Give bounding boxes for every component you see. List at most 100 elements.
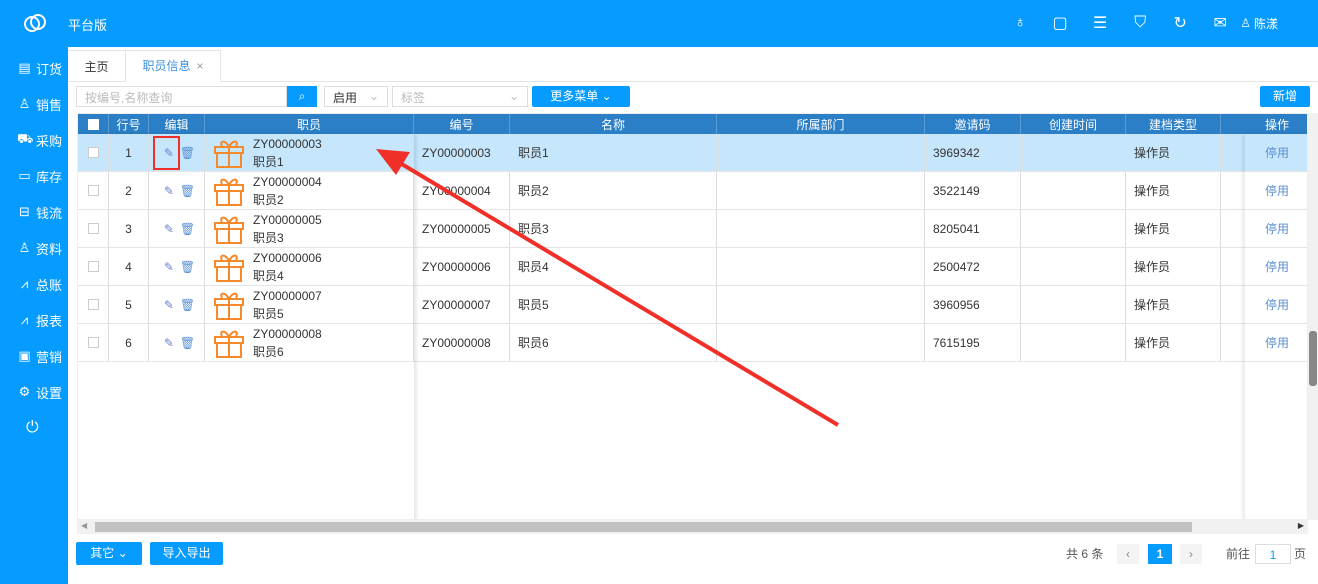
goto-page-input[interactable]: 1 [1255, 544, 1291, 564]
row-checkbox[interactable] [87, 223, 99, 234]
table-cell [1021, 210, 1126, 247]
search-button[interactable]: ⌕ [287, 86, 317, 107]
disable-link[interactable]: 停用 [1264, 184, 1289, 198]
power-button[interactable]: ⏻ [26, 419, 39, 436]
close-icon[interactable]: × [196, 59, 204, 73]
table-cell: 1 [109, 134, 149, 171]
row-number: 4 [125, 259, 132, 274]
table-cell: 5 [109, 286, 149, 323]
table-cell [1021, 134, 1126, 171]
sidebar-item-7[interactable]: ⩘ 报表 [0, 302, 68, 338]
menu-icon[interactable]: ☰ [1093, 15, 1108, 32]
disable-link[interactable]: 停用 [1264, 222, 1289, 236]
prev-page-button[interactable]: ‹ [1117, 544, 1139, 564]
row-checkbox[interactable] [87, 147, 99, 158]
sidebar-item-6[interactable]: ⩘ 总账 [0, 266, 68, 302]
bulb-icon[interactable]: ♁ [1014, 14, 1027, 31]
chevron-down-icon: ⌄ [601, 89, 612, 103]
trash-icon[interactable]: 🗑 [179, 297, 196, 312]
monitor-icon: ▣ [18, 348, 31, 363]
table-cell: 操作员 [1126, 172, 1221, 209]
disable-link[interactable]: 停用 [1264, 260, 1289, 274]
table-cell: 3 [109, 210, 149, 247]
invite-code-cell: 8205041 [933, 221, 980, 236]
refresh-icon[interactable]: ↻ [1173, 15, 1187, 32]
staff-code: ZY00000003 [253, 136, 322, 151]
code-cell: ZY00000003 [422, 145, 491, 160]
gift-avatar-icon [214, 178, 244, 206]
row-checkbox[interactable] [87, 299, 99, 310]
sidebar-item-9[interactable]: ⚙ 设置 [0, 374, 68, 410]
table-cell: 停用 [1246, 248, 1307, 285]
user-name: 陈漾 [1253, 16, 1278, 31]
trash-icon[interactable]: 🗑 [179, 335, 196, 350]
name-cell: 职员3 [518, 222, 549, 236]
staff-name: 职员1 [253, 154, 284, 169]
table-cell [1021, 172, 1126, 209]
code-cell: ZY00000008 [422, 335, 491, 350]
sidebar-item-label: 库存 [36, 169, 63, 185]
vertical-scrollbar[interactable] [1308, 113, 1318, 520]
table-cell: 操作员 [1126, 134, 1221, 171]
import-export-button[interactable]: 导入导出 [150, 542, 223, 565]
table-cell: ZY00000004 职员2 [205, 172, 414, 209]
more-menu-button[interactable]: 更多菜单 ⌄ [532, 86, 630, 107]
table-cell: 3522149 [925, 172, 1021, 209]
row-checkbox[interactable] [87, 185, 99, 196]
trash-icon[interactable]: 🗑 [179, 259, 196, 274]
mail-icon[interactable]: ✉ [1213, 15, 1227, 32]
gift-avatar-icon [214, 140, 244, 168]
header-staff: 职员 [205, 114, 414, 134]
trash-icon[interactable]: 🗑 [179, 183, 196, 198]
sidebar-item-2[interactable]: ⛟ 采购 [0, 122, 68, 158]
row-checkbox[interactable] [87, 261, 99, 272]
staff-name: 职员2 [253, 192, 284, 207]
tag-select[interactable]: 标签 ⌄ [392, 86, 528, 107]
row-number: 3 [125, 221, 132, 236]
header-created-time: 创建时间 [1021, 114, 1126, 134]
sidebar-item-4[interactable]: ⊟ 钱流 [0, 194, 68, 230]
header-code: 编号 [414, 114, 510, 134]
header-type: 建档类型 [1126, 114, 1221, 134]
sidebar-item-0[interactable]: ▤ 订货 [0, 50, 68, 86]
next-page-button[interactable]: › [1180, 544, 1202, 564]
name-cell: 职员1 [518, 146, 549, 160]
search-input[interactable]: 按编号,名称查询 [76, 86, 287, 107]
table-cell: 停用 [1246, 210, 1307, 247]
edit-icon[interactable]: ✎ [163, 259, 174, 274]
edit-icon[interactable]: ✎ [163, 183, 174, 198]
brand-title: 平台版 [68, 18, 108, 33]
page-1-button[interactable]: 1 [1148, 544, 1172, 564]
user-icon: ♙ [1240, 16, 1251, 30]
disable-link[interactable]: 停用 [1264, 298, 1289, 312]
table-cell [717, 324, 925, 361]
sidebar-item-1[interactable]: ♙ 销售 [0, 86, 68, 122]
sidebar-item-8[interactable]: ▣ 营销 [0, 338, 68, 374]
invite-code-cell: 3522149 [933, 183, 980, 198]
status-select[interactable]: 启用 ⌄ [324, 86, 388, 107]
trash-icon[interactable]: 🗑 [179, 145, 196, 160]
disable-link[interactable]: 停用 [1264, 336, 1289, 350]
table-cell [717, 172, 925, 209]
sidebar-item-5[interactable]: ♙ 资料 [0, 230, 68, 266]
square-smile-icon[interactable]: ▢ [1052, 15, 1068, 32]
table-cell: 停用 [1246, 134, 1307, 171]
disable-link[interactable]: 停用 [1264, 146, 1289, 160]
horizontal-scrollbar[interactable]: ◀ ▶ [77, 520, 1308, 534]
tab-staff-info[interactable]: 职员信息 × [125, 50, 221, 82]
tab-home[interactable]: 主页 [68, 50, 125, 82]
edit-icon[interactable]: ✎ [163, 297, 174, 312]
add-button[interactable]: 新增 [1260, 86, 1310, 107]
other-button[interactable]: 其它 ⌄ [76, 542, 142, 565]
sidebar-item-3[interactable]: ▭ 库存 [0, 158, 68, 194]
edit-icon[interactable]: ✎ [163, 221, 174, 236]
user-menu[interactable]: ♙ 陈漾 [1240, 15, 1278, 32]
header-invite-code: 邀请码 [925, 114, 1021, 134]
trash-icon[interactable]: 🗑 [179, 221, 196, 236]
row-checkbox[interactable] [87, 337, 99, 348]
table-cell: ZY00000003 [414, 134, 510, 171]
table-cell: 职员1 [510, 134, 717, 171]
select-all-checkbox[interactable] [78, 114, 109, 134]
shirt-icon[interactable]: ⛉ [1134, 14, 1147, 31]
edit-icon[interactable]: ✎ [163, 335, 174, 350]
